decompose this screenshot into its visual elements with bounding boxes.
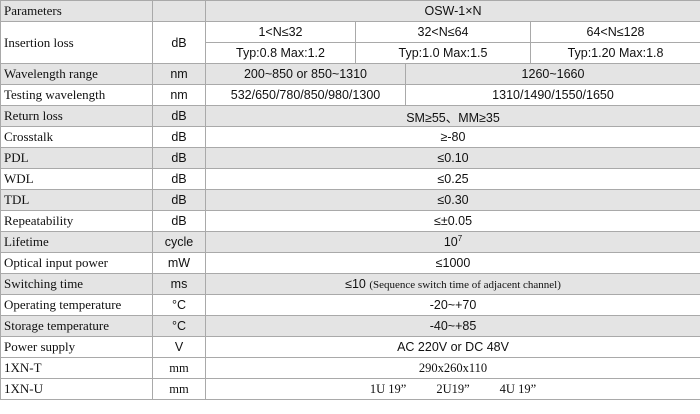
value: ≤1000 [204, 252, 700, 274]
param-label: Switching time [0, 273, 153, 295]
unit: mW [152, 252, 206, 274]
unit: dB [152, 126, 206, 148]
value-text: ≤0.30 [437, 193, 469, 207]
unit: nm [152, 63, 206, 85]
value: 107 [204, 231, 700, 253]
spec-row: WDL dB ≤0.25 [0, 168, 700, 190]
value: -20~+70 [204, 294, 700, 316]
exponent: 7 [457, 234, 463, 244]
param-label: Return loss [0, 105, 153, 127]
unit: mm [152, 357, 206, 379]
value: ≤0.30 [204, 189, 700, 211]
value-text: 10 [443, 235, 458, 250]
unit: °C [152, 294, 206, 316]
value: ≤10 (Sequence switch time of adjacent ch… [204, 273, 700, 295]
param-label: Crosstalk [0, 126, 153, 148]
value-2: Typ:1.0 Max:1.5 [355, 42, 531, 64]
spec-row: Return loss dB SM≥55、MM≥35 [0, 105, 700, 127]
value-text: ≤0.10 [437, 151, 469, 165]
unit: V [152, 336, 206, 358]
param-label: Storage temperature [0, 315, 153, 337]
spec-row: Storage temperature °C -40~+85 [0, 315, 700, 337]
spec-row: Operating temperature °C -20~+70 [0, 294, 700, 316]
unit: mm [152, 378, 206, 400]
param-label: Wavelength range [0, 63, 153, 85]
range-3: 64<N≤128 [529, 21, 700, 43]
unit: dB [152, 168, 206, 190]
value-3: Typ:1.20 Max:1.8 [529, 42, 700, 64]
param-label: Insertion loss [0, 21, 153, 64]
unit: ms [152, 273, 206, 295]
value-text: -20~+70 [429, 298, 477, 312]
value-2: 1260~1660 [404, 63, 700, 85]
unit: dB [152, 21, 206, 64]
parameters-header: Parameters [0, 0, 153, 22]
value-text: ≤0.25 [437, 172, 469, 186]
model-header: OSW-1×N [204, 0, 700, 22]
size-option: 1U 19” [369, 381, 407, 396]
value-1: 200~850 or 850~1310 [205, 63, 406, 85]
param-label: Operating temperature [0, 294, 153, 316]
value: -40~+85 [204, 315, 700, 337]
spec-row: Switching time ms ≤10 (Sequence switch t… [0, 273, 700, 295]
value-text: ≤10 [345, 277, 370, 291]
param-label: 1XN-U [0, 378, 153, 400]
unit: °C [152, 315, 206, 337]
spec-row: 1XN-T mm 290x260x110 [0, 357, 700, 379]
unit: cycle [152, 231, 206, 253]
size-option: 2U19” [436, 381, 470, 396]
value-text: AC 220V or DC 48V [397, 340, 509, 354]
value-text: SM≥55、MM≥35 [406, 110, 500, 125]
spec-row: Power supply V AC 220V or DC 48V [0, 336, 700, 358]
value: 290x260x110 [204, 357, 700, 379]
param-label: Power supply [0, 336, 153, 358]
param-label: TDL [0, 189, 153, 211]
insertion-loss-row: Insertion loss dB 1<N≤32 32<N≤64 64<N≤12… [0, 21, 700, 64]
value-text: 290x260x110 [418, 360, 488, 375]
value: ≤0.10 [204, 147, 700, 169]
value-2: 1310/1490/1550/1650 [404, 84, 700, 106]
spec-table: Parameters OSW-1×N Insertion loss dB 1<N… [0, 0, 700, 400]
value: 1U 19” 2U19” 4U 19” [204, 378, 700, 400]
spec-row: TDL dB ≤0.30 [0, 189, 700, 211]
param-label: 1XN-T [0, 357, 153, 379]
param-label: Optical input power [0, 252, 153, 274]
value-text: ≥-80 [440, 130, 466, 144]
unit: dB [152, 105, 206, 127]
value-1: 532/650/780/850/980/1300 [205, 84, 406, 106]
unit: dB [152, 189, 206, 211]
value: ≥-80 [204, 126, 700, 148]
value: ≤±0.05 [204, 210, 700, 232]
value: ≤0.25 [204, 168, 700, 190]
range-2: 32<N≤64 [355, 21, 531, 43]
unit: dB [152, 210, 206, 232]
testing-wavelength-row: Testing wavelength nm 532/650/780/850/98… [0, 84, 700, 106]
spec-row: Lifetime cycle 107 [0, 231, 700, 253]
spec-row: Crosstalk dB ≥-80 [0, 126, 700, 148]
value-note: (Sequence switch time of adjacent channe… [369, 279, 561, 291]
unit: nm [152, 84, 206, 106]
unit: dB [152, 147, 206, 169]
unit-header [152, 0, 206, 22]
wavelength-range-row: Wavelength range nm 200~850 or 850~1310 … [0, 63, 700, 85]
param-label: Lifetime [0, 231, 153, 253]
param-label: WDL [0, 168, 153, 190]
value-text: -40~+85 [429, 319, 477, 333]
spec-row: PDL dB ≤0.10 [0, 147, 700, 169]
spec-row: Optical input power mW ≤1000 [0, 252, 700, 274]
value: SM≥55、MM≥35 [204, 105, 700, 127]
param-label: PDL [0, 147, 153, 169]
value-1: Typ:0.8 Max:1.2 [205, 42, 356, 64]
value: AC 220V or DC 48V [204, 336, 700, 358]
param-label: Testing wavelength [0, 84, 153, 106]
param-label: Repeatability [0, 210, 153, 232]
range-1: 1<N≤32 [205, 21, 356, 43]
size-option: 4U 19” [499, 381, 537, 396]
value-text: ≤±0.05 [433, 214, 473, 228]
spec-row: 1XN-U mm 1U 19” 2U19” 4U 19” [0, 378, 700, 400]
header-row: Parameters OSW-1×N [0, 0, 700, 22]
value-text: ≤1000 [435, 256, 471, 270]
spec-row: Repeatability dB ≤±0.05 [0, 210, 700, 232]
